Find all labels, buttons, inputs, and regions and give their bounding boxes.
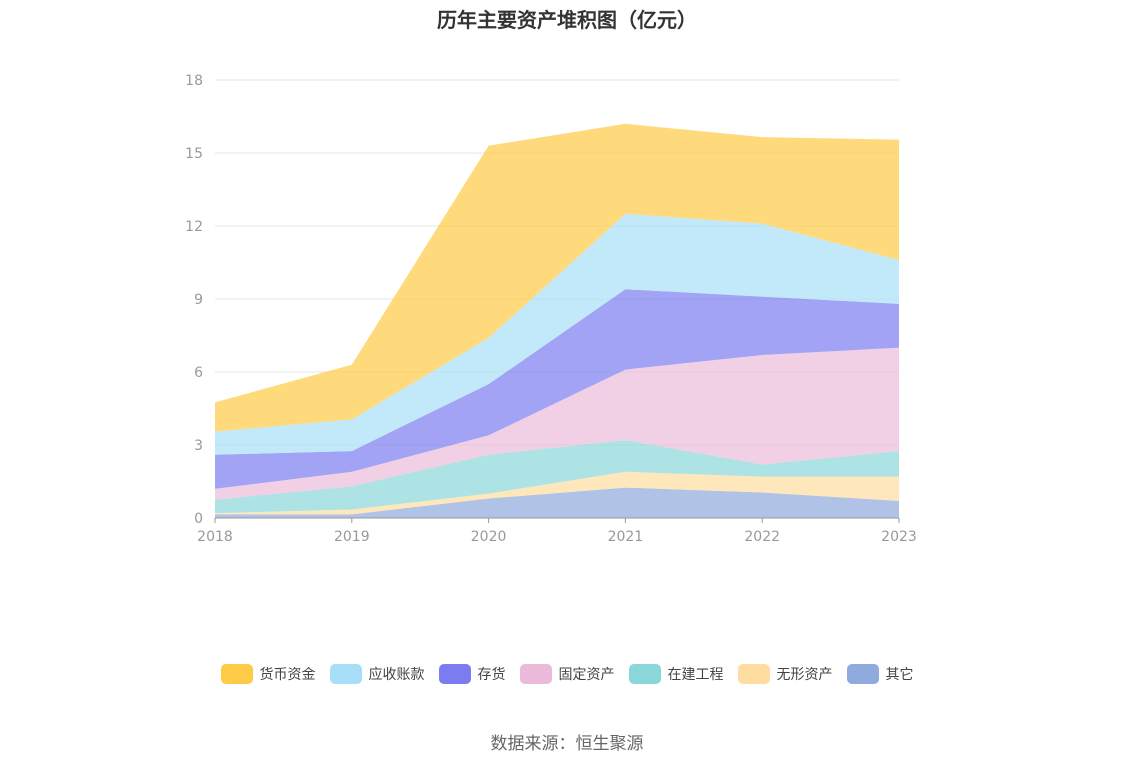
area-固定资产: [215, 347, 899, 500]
legend-swatch: [329, 664, 362, 684]
axes: 0 3 6 9 12 15 18 2018 2019 2020 2021 2022 2023: [185, 73, 917, 545]
y-tick-label: 6: [194, 365, 203, 381]
legend-swatch: [737, 664, 770, 684]
legend-swatch: [519, 664, 552, 684]
x-tick-label: 2018: [197, 529, 233, 545]
legend-swatch: [438, 664, 471, 684]
y-tick-label: 3: [194, 438, 203, 454]
legend-item[interactable]: 存货: [438, 664, 506, 684]
legend-item[interactable]: 其它: [846, 664, 914, 684]
chart-title: 历年主要资产堆积图（亿元）: [437, 8, 697, 32]
area-货币资金: [215, 123, 899, 432]
area-存货: [215, 289, 899, 489]
legend-label: 应收账款: [368, 667, 425, 683]
area-在建工程: [215, 440, 899, 514]
legend-swatch: [220, 664, 253, 684]
legend-swatch: [628, 664, 661, 684]
x-tick-label: 2019: [334, 529, 370, 545]
legend-label: 其它: [885, 667, 914, 683]
x-tick-label: 2020: [471, 529, 507, 545]
legend-label: 固定资产: [558, 667, 615, 683]
legend-label: 货币资金: [259, 667, 316, 683]
legend-label: 无形资产: [776, 667, 833, 683]
legend-item[interactable]: 在建工程: [628, 664, 724, 684]
y-tick-label: 15: [185, 146, 203, 162]
x-tick-label: 2023: [881, 529, 917, 545]
legend-swatch: [846, 664, 879, 684]
legend-item[interactable]: 货币资金: [220, 664, 316, 684]
legend-item[interactable]: 应收账款: [329, 664, 425, 684]
area-应收账款: [215, 213, 899, 455]
source-note: 数据来源：恒生聚源: [490, 734, 644, 754]
area-无形资产: [215, 471, 899, 515]
legend: 货币资金 应收账款 存货 固定资产 在建工程 无形资产 其它: [0, 664, 1134, 684]
area-series: [215, 123, 899, 518]
y-tick-label: 9: [194, 292, 203, 308]
y-tick-label: 0: [194, 511, 203, 527]
legend-item[interactable]: 固定资产: [519, 664, 615, 684]
legend-label: 在建工程: [667, 667, 724, 683]
y-tick-label: 18: [185, 73, 203, 89]
legend-label: 存货: [477, 667, 506, 683]
y-tick-label: 12: [185, 219, 203, 235]
area-其它: [215, 487, 899, 518]
legend-item[interactable]: 无形资产: [737, 664, 833, 684]
x-tick-label: 2022: [744, 529, 780, 545]
x-tick-label: 2021: [608, 529, 644, 545]
